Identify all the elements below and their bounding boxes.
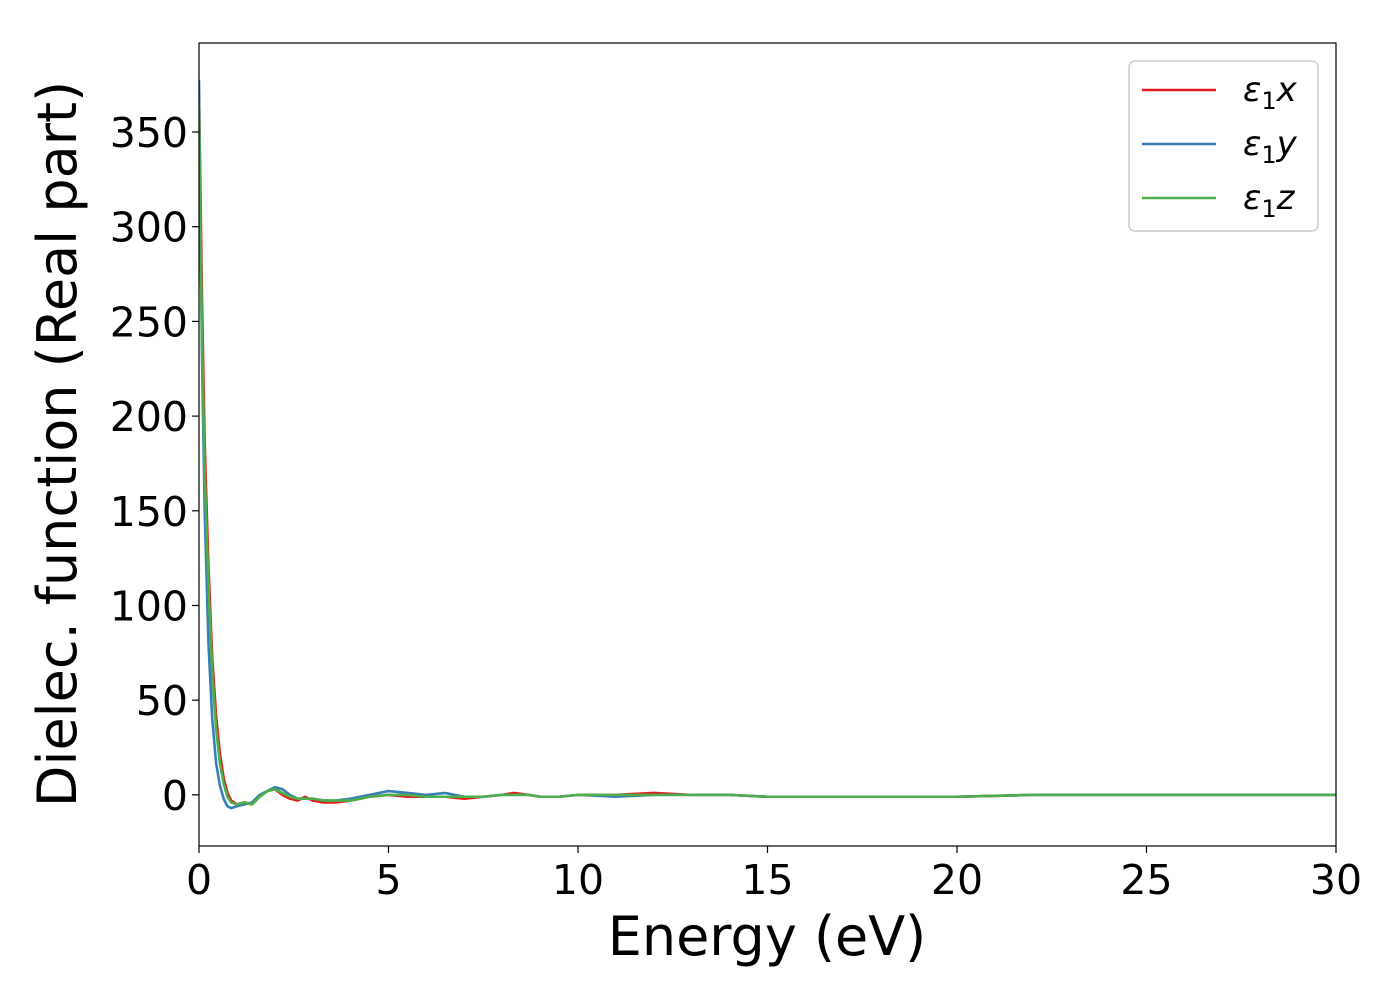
x-tick-label: 0 [186, 856, 212, 904]
y-tick-label: 300 [110, 204, 188, 252]
x-tick-label: 25 [1120, 856, 1172, 904]
legend: ε1x ε1y ε1z [1128, 60, 1319, 232]
legend-label-x: ε1x [1243, 70, 1298, 115]
series-group [199, 79, 1336, 810]
x-tick-label: 15 [741, 856, 793, 904]
y-tick-label: 100 [110, 582, 188, 630]
x-tick-label: 10 [552, 856, 604, 904]
x-axis: 0 5 10 15 20 25 30 [186, 846, 1362, 904]
x-tick-label: 20 [931, 856, 983, 904]
legend-box [1128, 60, 1319, 232]
x-tick-label: 5 [375, 856, 401, 904]
y-tick-label: 350 [110, 109, 188, 157]
y-tick-label: 0 [162, 772, 188, 820]
series-line-z [199, 102, 1336, 806]
x-tick-label: 30 [1310, 856, 1362, 904]
legend-label-y: ε1y [1243, 124, 1298, 169]
x-axis-label: Energy (eV) [608, 905, 927, 968]
legend-label-z: ε1z [1243, 178, 1296, 223]
y-axis: 0 50 100 150 200 250 300 350 [110, 109, 199, 820]
y-tick-label: 250 [110, 298, 188, 346]
y-tick-label: 200 [110, 393, 188, 441]
y-axis-label: Dielec. function (Real part) [26, 81, 89, 807]
y-tick-label: 150 [110, 488, 188, 536]
y-tick-label: 50 [136, 677, 188, 725]
